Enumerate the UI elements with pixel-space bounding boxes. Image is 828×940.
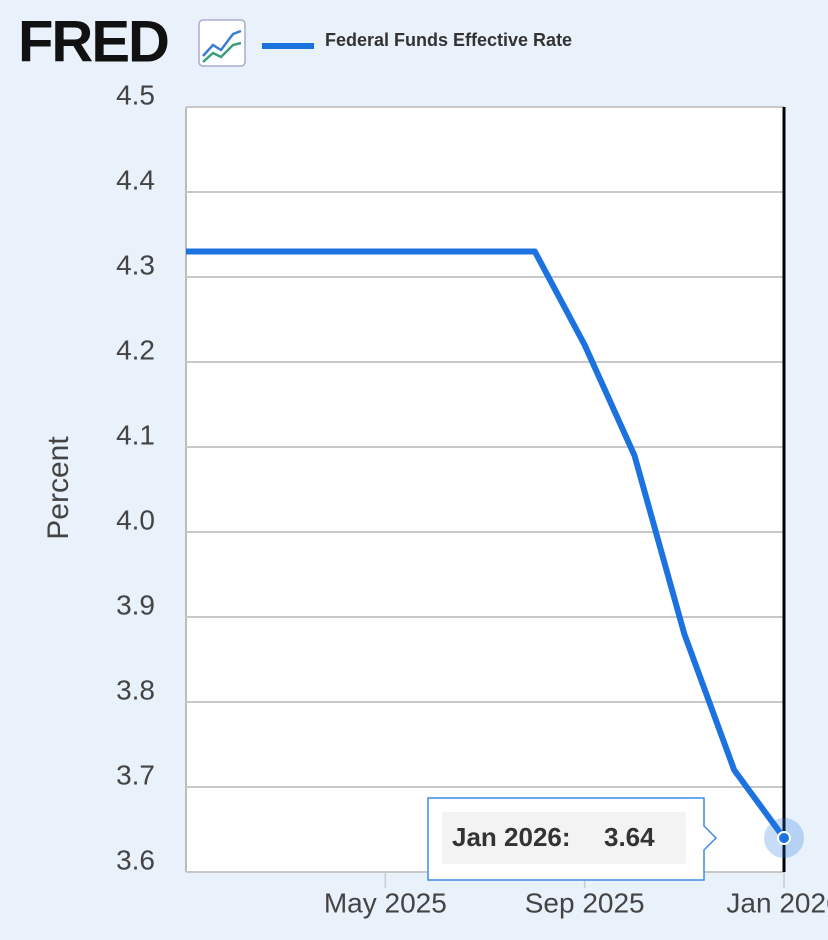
plot-area [186, 107, 784, 872]
series-line [186, 248, 787, 840]
y-tick-label: 3.6 [116, 844, 155, 875]
x-tick-label: Sep 2025 [525, 887, 645, 918]
tooltip-value: 3.64 [604, 822, 655, 852]
point-marker [777, 831, 791, 845]
tooltip-label: Jan 2026: [452, 822, 571, 852]
overlay: Jan 2026: 3.64 [427, 107, 804, 881]
y-tick-label: 3.7 [116, 759, 155, 790]
x-tick-label: Jan 2026 [726, 887, 828, 918]
y-tick-label: 4.3 [116, 249, 155, 280]
logo: FRED [18, 9, 168, 74]
x-tick-label: May 2025 [324, 887, 447, 918]
legend-label: Federal Funds Effective Rate [325, 30, 572, 50]
y-tick-label: 4.4 [116, 164, 155, 195]
y-tick-label: 3.9 [116, 589, 155, 620]
y-axis-label: Percent [42, 436, 75, 540]
marks [186, 248, 787, 840]
y-tick-label: 4.2 [116, 334, 155, 365]
grid: 3.6 3.7 3.8 3.9 4.0 4.1 4.2 4.3 4.4 4.5 May 2025 Se… [116, 79, 828, 918]
y-tick-label: 4.5 [116, 79, 155, 110]
y-tick-label: 4.0 [116, 504, 155, 535]
y-tick-label: 3.8 [116, 674, 155, 705]
logo-icon [198, 19, 246, 67]
tooltip-inner [442, 812, 686, 864]
y-tick-label: 4.1 [116, 419, 155, 450]
